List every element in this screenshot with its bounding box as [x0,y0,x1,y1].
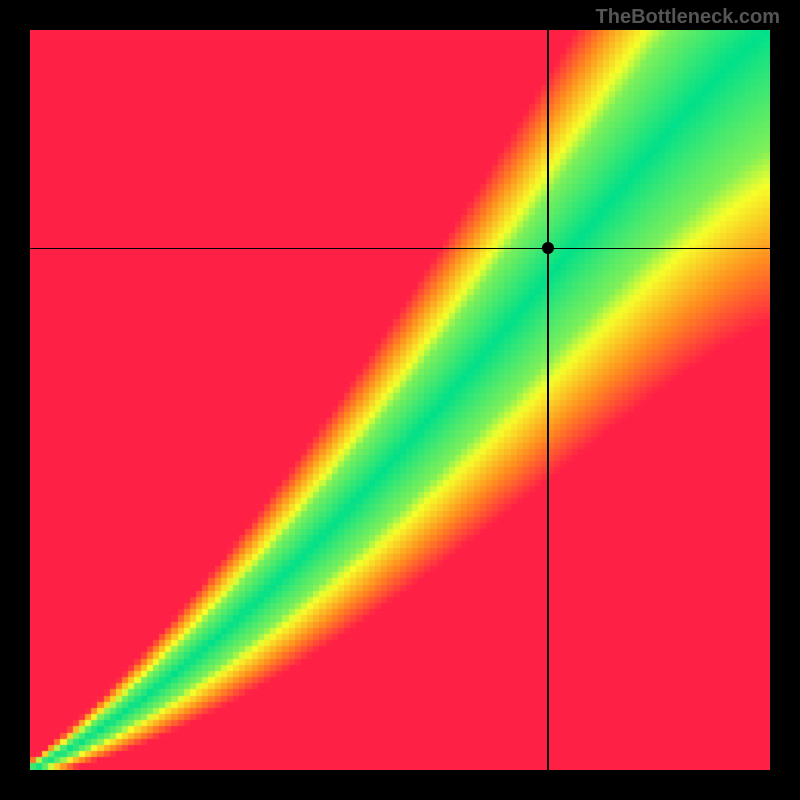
watermark-text: TheBottleneck.com [596,6,780,29]
crosshair-horizontal [30,248,770,250]
heatmap-canvas [30,30,770,770]
crosshair-vertical [547,30,549,770]
crosshair-marker [542,242,554,254]
chart-container: TheBottleneck.com [0,0,800,800]
heatmap-plot [30,30,770,770]
